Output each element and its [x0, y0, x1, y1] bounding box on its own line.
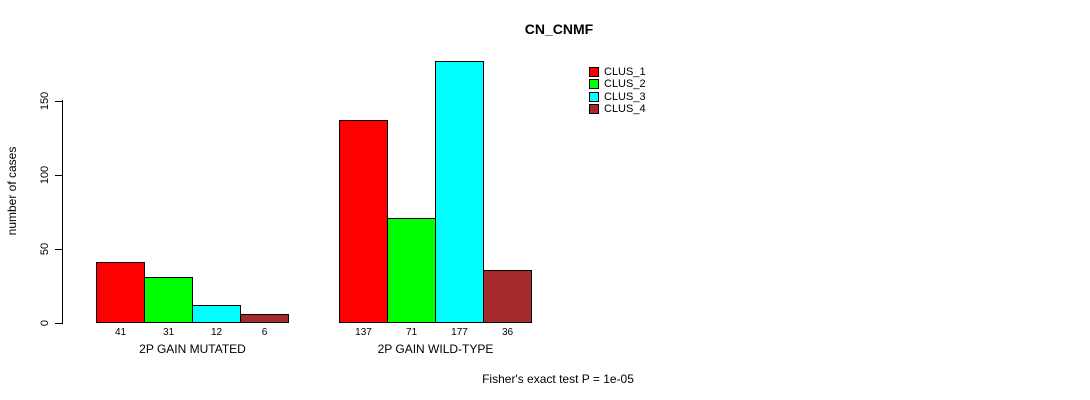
- legend-label: CLUS_4: [604, 102, 646, 115]
- bar-value-label: 137: [355, 327, 372, 338]
- legend-swatch-clus_1: [589, 67, 599, 77]
- bar-value-label: 41: [114, 327, 127, 338]
- bar-value-label: 177: [451, 327, 468, 338]
- y-tick-mark: [55, 323, 62, 324]
- bar-clus_1-2: [339, 120, 388, 323]
- y-tick-mark: [55, 101, 62, 102]
- bar-value-label: 36: [501, 327, 514, 338]
- bar-clus_3-1: [192, 305, 241, 323]
- y-axis-line: [62, 100, 63, 324]
- bar-clus_4-1: [240, 314, 289, 323]
- bar-clus_2-1: [144, 277, 193, 323]
- legend-label: CLUS_1: [604, 66, 646, 78]
- legend-swatch-clus_3: [589, 91, 599, 102]
- y-tick-label: 100: [39, 165, 51, 185]
- legend-label: CLUS_2: [604, 78, 646, 91]
- category-label: 2P GAIN MUTATED: [139, 342, 246, 356]
- bar-clus_3-2: [435, 61, 484, 323]
- y-tick-label: 0: [39, 319, 51, 327]
- y-tick-label: 50: [39, 242, 51, 256]
- legend-label: CLUS_3: [604, 90, 646, 103]
- category-label: 2P GAIN WILD-TYPE: [377, 342, 494, 356]
- legend-swatch-clus_2: [589, 79, 599, 90]
- footer-annotation: Fisher's exact test P = 1e-05: [482, 372, 634, 386]
- bar-clus_4-2: [483, 269, 532, 323]
- bar-clus_2-2: [387, 217, 436, 323]
- bar-value-label: 12: [210, 327, 223, 338]
- y-tick-mark: [55, 249, 62, 250]
- y-tick-mark: [55, 175, 62, 176]
- y-tick-label: 150: [39, 91, 51, 111]
- chart-title: CN_CNMF: [524, 21, 594, 37]
- bar-clus_1-1: [96, 262, 145, 323]
- bar-value-label: 71: [405, 327, 418, 338]
- y-axis-label: number of cases: [5, 146, 19, 236]
- bar-value-label: 6: [261, 327, 268, 338]
- legend-swatch-clus_4: [589, 103, 599, 114]
- bar-value-label: 31: [162, 327, 175, 338]
